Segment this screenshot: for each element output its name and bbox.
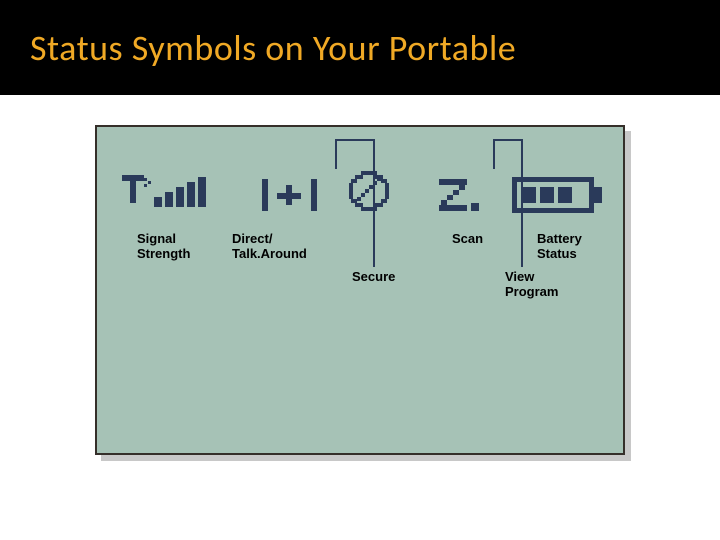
callout-line <box>335 139 375 141</box>
direct-talkaround-icon <box>262 179 317 219</box>
label-battery-status: Battery Status <box>537 232 582 262</box>
slide-header: Status Symbols on Your Portable <box>0 0 720 95</box>
battery-status-icon <box>512 177 607 217</box>
lcd-screen-wrap: Signal Strength Direct/ Talk.Around Scan… <box>95 125 625 455</box>
secure-icon <box>347 169 391 213</box>
callout-line <box>373 139 375 267</box>
callout-line <box>493 139 495 169</box>
scan-icon <box>439 179 483 215</box>
lcd-screen: Signal Strength Direct/ Talk.Around Scan… <box>95 125 625 455</box>
callout-line <box>493 139 523 141</box>
callout-line <box>521 139 523 267</box>
content-area: Signal Strength Direct/ Talk.Around Scan… <box>0 95 720 540</box>
label-direct-talkaround: Direct/ Talk.Around <box>232 232 307 262</box>
signal-strength-icon <box>122 175 222 220</box>
label-view-program: View Program <box>505 270 558 300</box>
slide-title: Status Symbols on Your Portable <box>30 26 516 70</box>
label-scan: Scan <box>452 232 483 247</box>
callout-line <box>335 139 337 169</box>
label-secure: Secure <box>352 270 395 285</box>
label-signal-strength: Signal Strength <box>137 232 190 262</box>
